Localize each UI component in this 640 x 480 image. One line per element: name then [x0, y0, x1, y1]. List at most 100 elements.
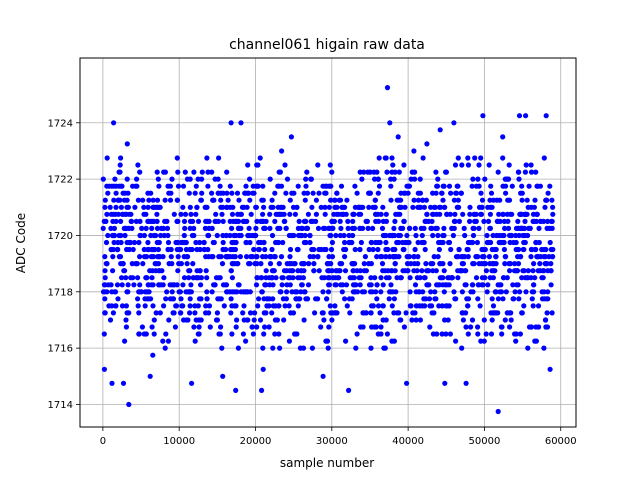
data-point: [215, 190, 221, 196]
data-point: [297, 296, 303, 302]
data-point: [176, 261, 182, 267]
data-point: [155, 261, 162, 267]
data-point: [528, 324, 534, 330]
data-point: [481, 317, 487, 323]
data-point: [490, 303, 497, 309]
data-point: [178, 239, 184, 246]
data-point: [386, 296, 392, 302]
data-point: [426, 296, 433, 302]
data-point: [178, 246, 184, 253]
data-point: [323, 246, 329, 253]
data-point: [287, 254, 293, 260]
data-point: [212, 282, 218, 288]
data-point: [499, 324, 505, 330]
data-point: [350, 218, 356, 224]
data-point: [270, 296, 276, 302]
data-point: [463, 324, 469, 330]
data-point: [185, 254, 191, 260]
data-point: [115, 239, 121, 246]
data-point: [378, 324, 384, 330]
data-point: [476, 225, 482, 231]
data-point: [281, 211, 287, 217]
data-point: [281, 317, 287, 323]
data-point: [434, 225, 440, 231]
data-point: [494, 218, 500, 224]
data-point: [227, 232, 233, 239]
data-point: [370, 303, 376, 309]
data-point: [350, 232, 356, 239]
data-point: [294, 204, 300, 210]
data-point: [532, 275, 538, 281]
data-point: [318, 246, 324, 253]
data-point: [289, 268, 295, 274]
data-point: [219, 211, 225, 217]
data-point: [357, 225, 363, 231]
data-point: [228, 268, 234, 274]
data-point: [548, 282, 554, 288]
data-point: [373, 239, 379, 246]
data-point: [133, 261, 139, 267]
data-point: [244, 254, 250, 260]
data-point: [177, 289, 183, 295]
data-point: [489, 204, 495, 210]
data-point: [256, 239, 262, 246]
data-point: [525, 268, 531, 274]
data-point: [160, 225, 166, 231]
data-point: [316, 190, 322, 196]
data-point: [161, 232, 167, 239]
data-point: [277, 289, 283, 295]
data-point: [487, 225, 493, 231]
data-point: [298, 225, 304, 231]
data-point: [405, 190, 411, 196]
data-point: [452, 211, 458, 217]
data-point: [461, 225, 467, 231]
data-point: [103, 261, 109, 267]
data-point: [433, 169, 439, 175]
data-point: [391, 296, 397, 302]
data-point: [247, 197, 253, 203]
data-point: [351, 225, 358, 231]
data-point: [407, 225, 413, 231]
data-point: [435, 254, 441, 260]
data-point: [328, 310, 334, 316]
data-point: [171, 282, 177, 288]
data-point: [253, 204, 259, 210]
data-point: [220, 239, 226, 246]
data-point: [478, 211, 485, 217]
data-point: [299, 282, 305, 288]
data-point: [322, 211, 328, 217]
data-point: [395, 232, 402, 239]
data-point: [430, 331, 436, 337]
data-point: [240, 289, 246, 295]
data-point: [236, 232, 242, 239]
data-point: [111, 197, 117, 203]
data-point: [316, 268, 322, 274]
data-point: [414, 275, 420, 281]
data-point: [358, 324, 364, 330]
data-point: [342, 239, 348, 246]
data-point: [536, 324, 542, 330]
data-point: [473, 275, 480, 281]
data-point: [286, 303, 292, 309]
data-point: [469, 317, 476, 323]
data-point: [178, 211, 184, 217]
data-point: [439, 190, 445, 196]
data-point: [526, 183, 532, 189]
data-point: [380, 268, 386, 274]
data-point: [156, 282, 162, 288]
data-point: [433, 296, 439, 302]
data-point: [146, 296, 152, 302]
data-point: [332, 303, 338, 309]
data-point: [372, 204, 378, 210]
data-point: [387, 120, 393, 126]
data-point: [450, 232, 456, 239]
data-point: [235, 261, 241, 267]
data-point: [247, 176, 253, 182]
data-point: [156, 239, 162, 246]
data-point: [258, 275, 264, 281]
data-point: [302, 197, 308, 203]
data-point: [543, 324, 549, 330]
data-point: [387, 254, 393, 260]
data-point: [411, 254, 417, 260]
data-point: [336, 268, 342, 274]
